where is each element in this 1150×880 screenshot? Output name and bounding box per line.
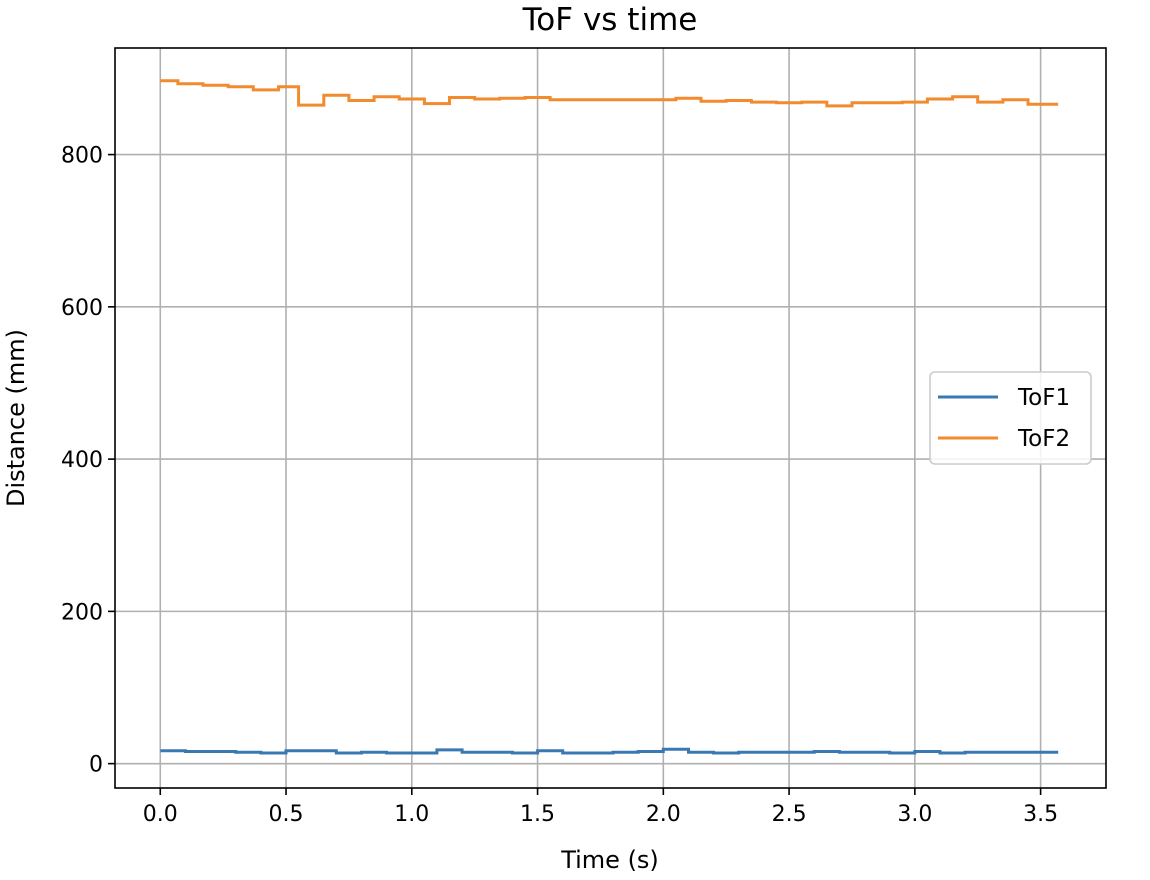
x-tick-label: 3.5 (1023, 802, 1058, 827)
y-axis-label: Distance (mm) (2, 329, 30, 507)
chart-title: ToF vs time (522, 2, 698, 38)
series-line-tof1 (160, 747, 1059, 755)
legend: ToF1 ToF2 (929, 371, 1092, 465)
y-tick-label: 600 (61, 296, 103, 321)
x-axis-label: Time (s) (560, 846, 659, 874)
x-tick-label: 3.0 (897, 802, 932, 827)
x-tick-label: 2.0 (646, 802, 681, 827)
x-tick-label: 1.5 (520, 802, 555, 827)
legend-label-tof2: ToF2 (1017, 426, 1070, 452)
legend-label-tof1: ToF1 (1017, 385, 1070, 411)
plot-frame (114, 47, 1107, 789)
y-tick-label: 0 (89, 753, 103, 778)
y-tick-label: 200 (61, 600, 103, 625)
x-tick-label: 1.0 (394, 802, 429, 827)
legend-box (929, 371, 1092, 465)
ticks: 0.0 0.5 1.0 1.5 2.0 2.5 3.0 3.5 0 200 400 600 800 (61, 144, 1058, 827)
series-line-tof2 (160, 79, 1059, 108)
series-lines (160, 79, 1059, 755)
y-tick-label: 400 (61, 448, 103, 473)
y-tick-label: 800 (61, 144, 103, 169)
x-tick-label: 0.0 (143, 802, 178, 827)
x-tick-label: 2.5 (772, 802, 807, 827)
x-tick-label: 0.5 (269, 802, 304, 827)
